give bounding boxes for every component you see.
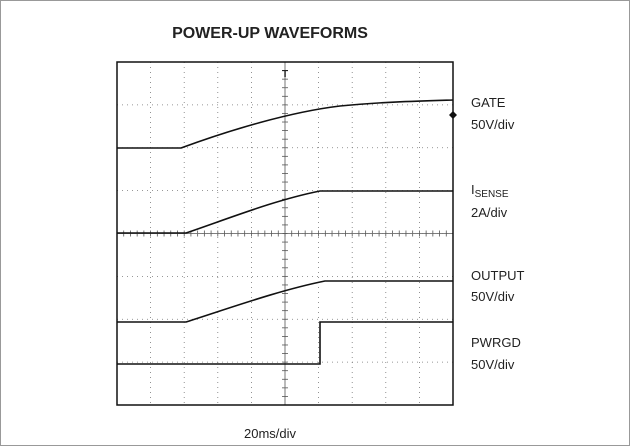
channel-name-main: I	[471, 182, 475, 197]
channel-scale: 50V/div	[471, 117, 515, 132]
title: POWER-UP WAVEFORMS	[172, 25, 368, 42]
channel-name-sub: SENSE	[475, 189, 509, 200]
channel-scale: 50V/div	[471, 357, 515, 372]
channel-name: GATE	[471, 95, 506, 110]
level-marker	[449, 111, 457, 119]
channel-scale: 2A/div	[471, 205, 508, 220]
trigger-marker: T	[282, 69, 288, 80]
timebase: 20ms/div	[244, 426, 297, 441]
pwrgd-trace	[117, 321, 453, 365]
isense-trace	[117, 190, 453, 234]
channel-scale: 50V/div	[471, 289, 515, 304]
gate-trace	[117, 99, 454, 149]
channel-name: OUTPUT	[471, 268, 525, 283]
output-trace	[117, 280, 453, 323]
channel-name: ISENSE	[471, 182, 509, 200]
channel-name: PWRGD	[471, 335, 521, 350]
